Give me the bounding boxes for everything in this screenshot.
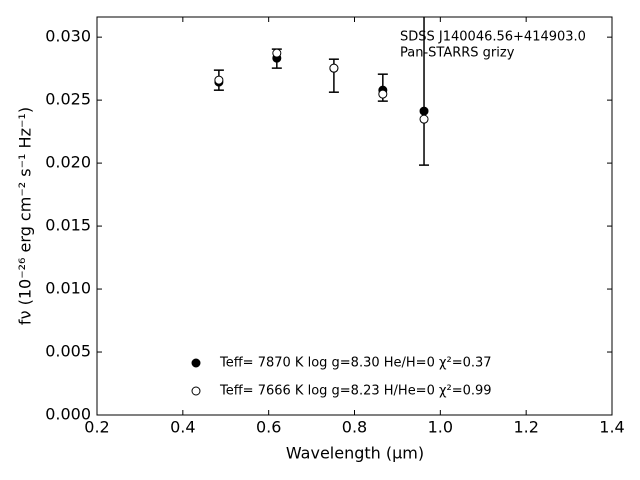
x-tick-label: 1.2 xyxy=(513,418,538,437)
y-tick-label: 0.015 xyxy=(45,216,91,235)
annotation: SDSS J140046.56+414903.0 xyxy=(400,30,586,45)
plot-area xyxy=(214,10,429,165)
legend-label: Teff= 7666 K log g=8.23 H/He=0 χ²=0.99 xyxy=(219,384,492,399)
y-tick-label: 0.025 xyxy=(45,90,91,109)
legend-label: Teff= 7870 K log g=8.30 He/H=0 χ²=0.37 xyxy=(219,356,492,371)
y-axis-label: fν (10⁻²⁶ erg cm⁻² s⁻¹ Hz⁻¹) xyxy=(16,107,35,325)
model-point xyxy=(330,64,338,72)
legend-marker xyxy=(192,387,200,395)
x-tick-label: 1.4 xyxy=(599,418,624,437)
y-tick-label: 0.010 xyxy=(45,279,91,298)
annotation: Pan-STARRS grizy xyxy=(400,46,515,61)
data-point xyxy=(420,107,428,115)
x-axis-label: Wavelength (μm) xyxy=(286,444,424,463)
y-tick-label: 0.020 xyxy=(45,153,91,172)
x-tick-label: 0.8 xyxy=(342,418,367,437)
x-tick-label: 0.6 xyxy=(256,418,281,437)
model-point xyxy=(379,90,387,98)
y-tick-label: 0.030 xyxy=(45,27,91,46)
legend-marker xyxy=(192,359,200,367)
x-tick-label: 1.0 xyxy=(428,418,453,437)
y-tick-label: 0.005 xyxy=(45,342,91,361)
model-point xyxy=(215,76,223,84)
x-tick-label: 0.4 xyxy=(170,418,195,437)
y-tick-label: 0.000 xyxy=(45,405,91,424)
model-point xyxy=(420,115,428,123)
model-point xyxy=(273,49,281,57)
